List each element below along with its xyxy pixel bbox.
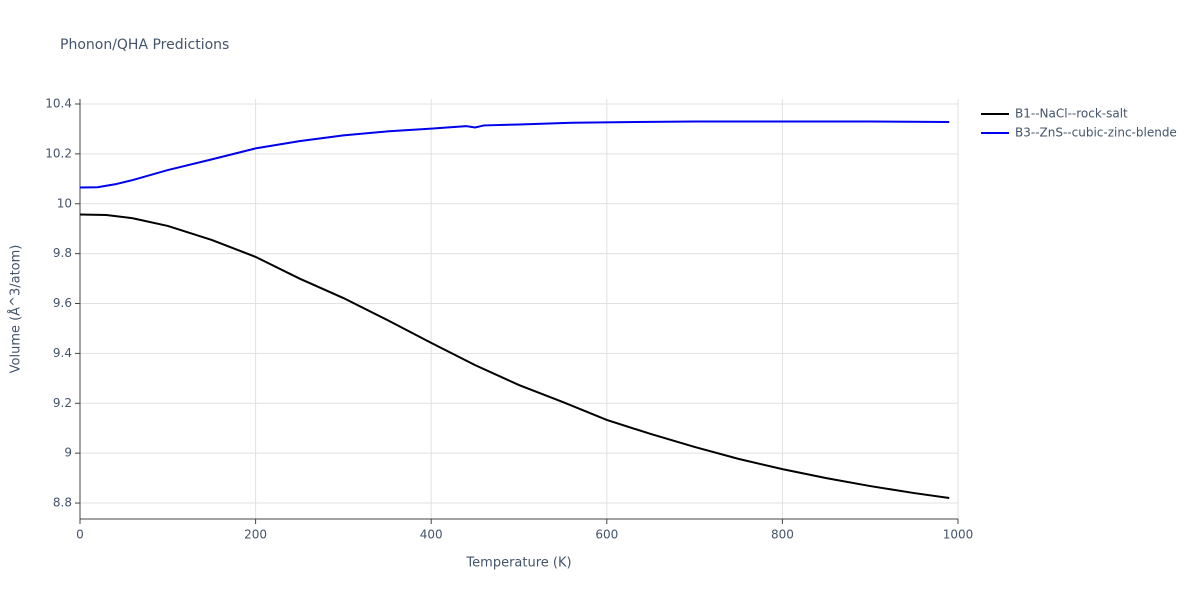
x-tick-label: 200 (244, 528, 267, 542)
chart-title: Phonon/QHA Predictions (60, 37, 229, 53)
y-tick-label: 10.4 (45, 96, 72, 110)
y-tick-label: 9.2 (53, 396, 72, 410)
legend-label: B1--NaCl--rock-salt (1015, 107, 1128, 121)
series-line (79, 120, 950, 189)
x-tick-label: 600 (595, 528, 618, 542)
x-axis-title: Temperature (K) (465, 556, 571, 571)
y-tick-label: 10 (57, 196, 72, 210)
x-tick-label: 800 (771, 528, 794, 542)
y-tick-label: 9.4 (53, 346, 72, 360)
series-line (79, 213, 950, 500)
y-tick-label: 9.6 (53, 296, 72, 310)
x-tick-label: 0 (76, 528, 84, 542)
x-tick-label: 1000 (943, 528, 974, 542)
legend-label: B3--ZnS--cubic-zinc-blende (1015, 126, 1177, 140)
y-axis-title: Volume (Å^3/atom) (8, 245, 24, 374)
y-tick-label: 9 (64, 446, 72, 460)
y-tick-label: 9.8 (53, 246, 72, 260)
y-tick-label: 8.8 (53, 496, 72, 510)
x-tick-label: 400 (420, 528, 443, 542)
y-tick-label: 10.2 (45, 146, 72, 160)
